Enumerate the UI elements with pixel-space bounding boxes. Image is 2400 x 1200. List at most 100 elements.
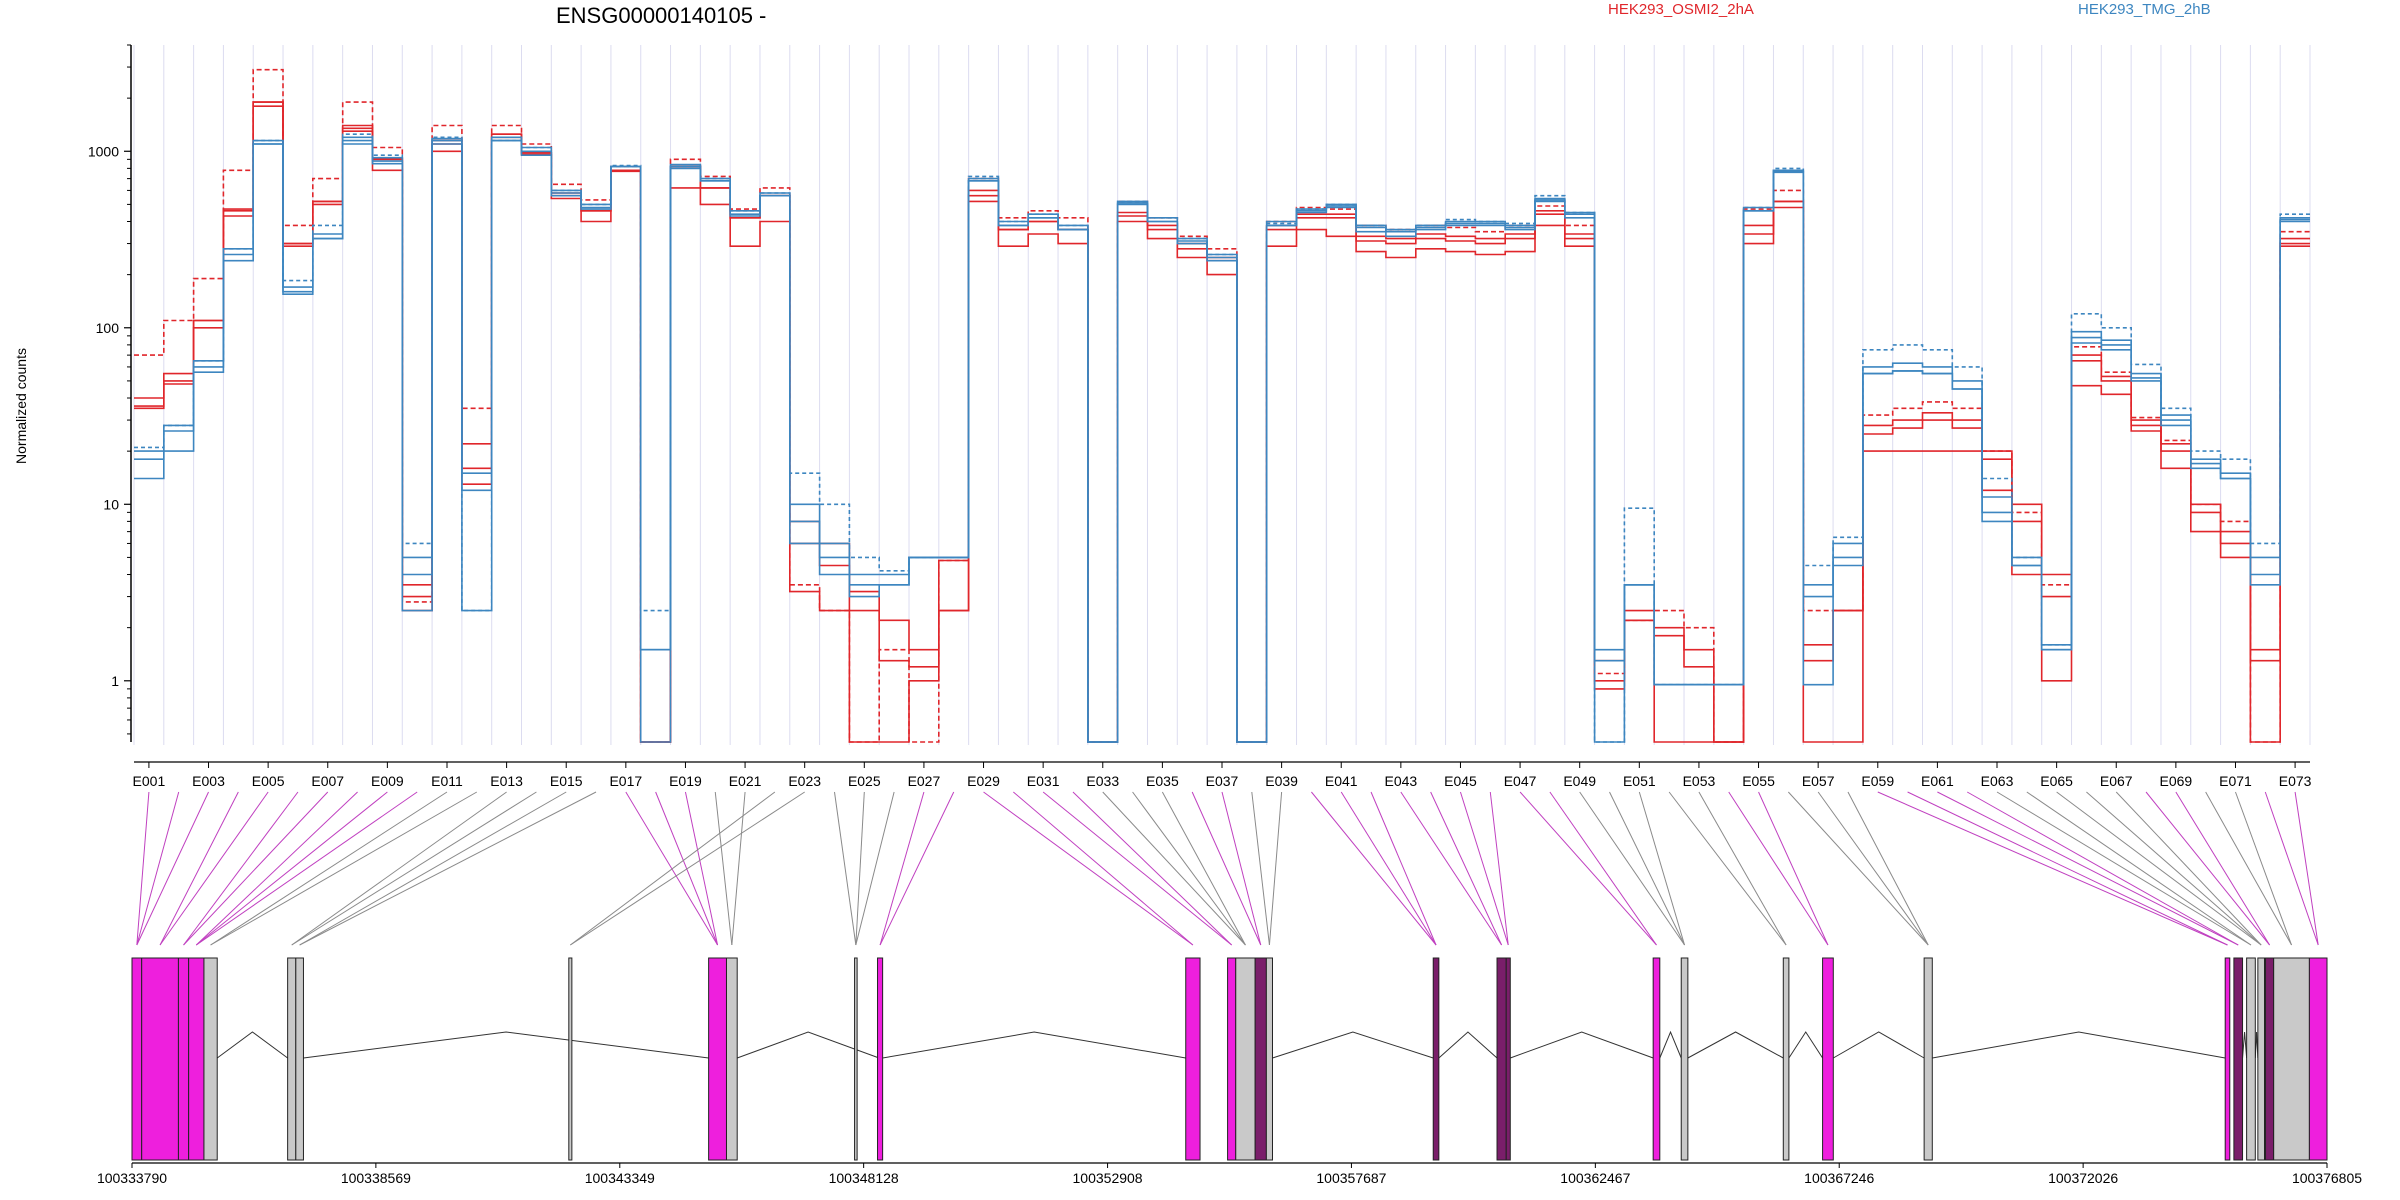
exon-label: E003	[192, 773, 225, 789]
exon-block	[1265, 957, 1273, 1161]
exon-connector	[879, 791, 925, 946]
exon-label: E035	[1146, 773, 1179, 789]
exon-connector	[136, 791, 209, 946]
exon-label: E029	[967, 773, 1000, 789]
exon-connector	[291, 791, 537, 946]
exon-block	[1822, 957, 1834, 1161]
exon-connector	[1787, 791, 1929, 946]
exon-connector	[1996, 791, 2252, 946]
intron-line	[737, 1031, 880, 1059]
exon-connector	[1728, 791, 1829, 946]
exon-label: E023	[788, 773, 821, 789]
exon-label: E037	[1206, 773, 1239, 789]
intron-line	[1659, 1030, 1682, 1059]
exon-block	[725, 957, 738, 1161]
exon-block	[2246, 957, 2256, 1161]
exon-block	[877, 957, 884, 1161]
exon-label: E055	[1742, 773, 1775, 789]
exon-connector	[1907, 791, 2228, 946]
exon-connector	[2175, 791, 2271, 946]
exon-block	[1680, 957, 1689, 1161]
exon-label: E045	[1444, 773, 1477, 789]
exon-connector	[1489, 791, 1509, 946]
exon-connector	[299, 791, 597, 946]
exon-connector	[855, 791, 895, 946]
exon-block	[1923, 957, 1933, 1161]
exon-block	[568, 957, 573, 1161]
exon-connector	[1191, 791, 1262, 946]
exon-block	[2308, 957, 2328, 1161]
exon-label: E013	[490, 773, 523, 789]
exon-label: E049	[1563, 773, 1596, 789]
exon-block	[2224, 957, 2231, 1161]
exon-connector	[1877, 791, 2228, 946]
exon-connector	[159, 791, 269, 946]
exon-label: E069	[2160, 773, 2193, 789]
series-line	[134, 136, 2310, 743]
exon-connector	[2086, 791, 2262, 946]
coord-tick-label: 100352908	[1073, 1170, 1143, 1186]
exon-label: E031	[1027, 773, 1060, 789]
coord-tick-label: 100343349	[585, 1170, 655, 1186]
exon-connector	[159, 791, 239, 946]
exon-connector	[196, 791, 418, 946]
exon-label: E033	[1086, 773, 1119, 789]
exon-connector	[570, 791, 776, 946]
exon-connector	[1311, 791, 1437, 946]
exon-block	[1496, 957, 1507, 1161]
exon-block	[1235, 957, 1256, 1161]
exon-connector	[1579, 791, 1685, 946]
exon-connector	[714, 791, 733, 946]
series-line	[134, 139, 2310, 743]
exon-connectors	[136, 791, 2319, 946]
exon-connector	[1638, 791, 1686, 946]
coord-tick-label: 100372026	[2048, 1170, 2118, 1186]
legend-entry-osmi: HEK293_OSMI2_2hA	[1608, 1, 1754, 18]
exon-connector	[1758, 791, 1829, 946]
exon-label: E011	[431, 773, 463, 789]
exon-connector	[2264, 791, 2319, 946]
exon-connector	[183, 791, 329, 946]
exon-connector	[1817, 791, 1929, 946]
exon-connector	[1221, 791, 1262, 946]
exon-block	[1782, 957, 1790, 1161]
exon-connector	[1340, 791, 1437, 946]
coord-tick-label: 100333790	[97, 1170, 167, 1186]
exon-label: E015	[550, 773, 583, 789]
y-tick-label: 1000	[88, 143, 119, 159]
exon-connector	[2115, 791, 2262, 946]
chart-title: ENSG00000140105 -	[556, 3, 766, 28]
exon-block	[1432, 957, 1440, 1161]
exon-label: E021	[729, 773, 762, 789]
exon-block	[287, 957, 297, 1161]
exon-label: E009	[371, 773, 404, 789]
exon-block	[131, 957, 143, 1161]
exon-connector	[1013, 791, 1194, 946]
exon-block	[2265, 957, 2275, 1161]
exon-label: E073	[2279, 773, 2312, 789]
exon-label: E025	[848, 773, 881, 789]
series-line	[134, 139, 2310, 743]
exon-connector	[2145, 791, 2270, 946]
coord-tick-label: 100376805	[2292, 1170, 2362, 1186]
series-line	[134, 101, 2310, 743]
exon-label: E027	[908, 773, 941, 789]
expression-series	[134, 68, 2310, 743]
exon-connector	[195, 791, 388, 946]
exon-connector	[1698, 791, 1787, 946]
exon-connector	[2026, 791, 2252, 946]
exon-block	[1185, 957, 1201, 1161]
coord-tick-label: 100338569	[341, 1170, 411, 1186]
series-line	[134, 105, 2310, 743]
exon-label: E043	[1384, 773, 1417, 789]
intron-line	[1788, 1031, 1823, 1059]
intron-line	[1272, 1031, 1434, 1059]
exon-label: E053	[1683, 773, 1716, 789]
y-tick-label: 100	[96, 320, 120, 336]
exon-connector	[625, 791, 718, 946]
exon-connector	[1072, 791, 1233, 946]
exon-block	[2257, 957, 2265, 1161]
y-tick-label: 1	[111, 673, 119, 689]
exon-connector	[2294, 791, 2319, 946]
exon-connector	[2056, 791, 2262, 946]
